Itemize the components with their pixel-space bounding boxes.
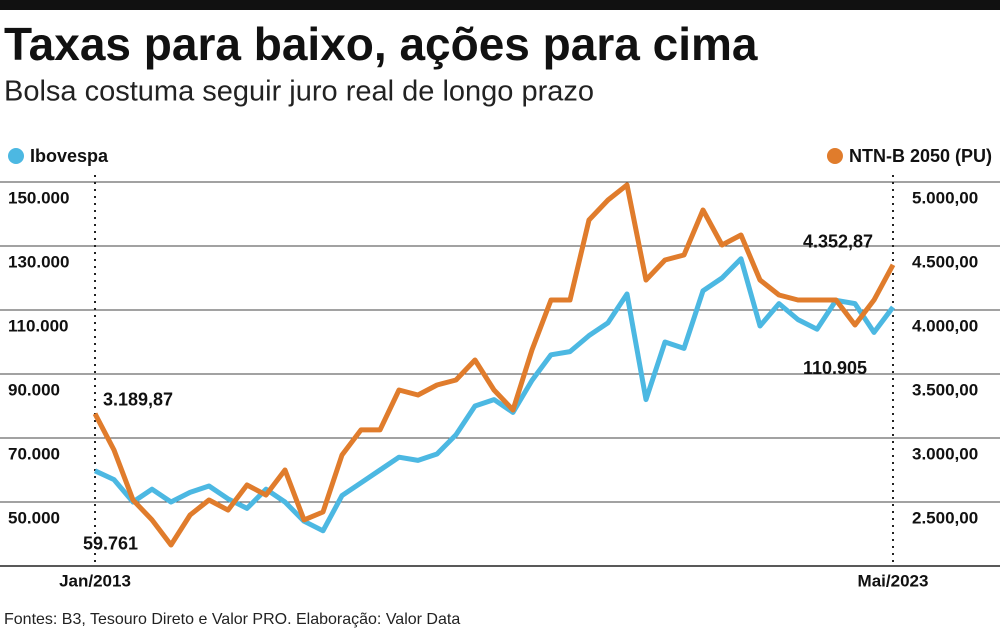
x-tick-label: Jan/2013 <box>59 571 131 590</box>
y2-tick-label: 2.500,00 <box>912 508 978 527</box>
chart-title: Taxas para baixo, ações para cima <box>4 18 758 70</box>
top-bar <box>0 0 1000 10</box>
y-tick-label: 150.000 <box>8 188 69 207</box>
legend-label: Ibovespa <box>30 146 109 166</box>
y2-tick-label: 3.500,00 <box>912 380 978 399</box>
data-label: 59.761 <box>83 534 138 554</box>
y-tick-label: 50.000 <box>8 508 60 527</box>
chart-subtitle: Bolsa costuma seguir juro real de longo … <box>4 76 594 108</box>
y2-tick-label: 5.000,00 <box>912 188 978 207</box>
y2-tick-label: 4.500,00 <box>912 252 978 271</box>
y2-tick-label: 4.000,00 <box>912 316 978 335</box>
source-note: Fontes: B3, Tesouro Direto e Valor PRO. … <box>4 611 460 628</box>
x-tick-label: Mai/2023 <box>858 571 929 590</box>
y2-tick-label: 3.000,00 <box>912 444 978 463</box>
y-tick-label: 70.000 <box>8 444 60 463</box>
y-tick-label: 130.000 <box>8 252 69 271</box>
series-line <box>92 182 896 548</box>
data-label: 110.905 <box>803 358 867 378</box>
y-tick-label: 110.000 <box>8 316 69 335</box>
y-tick-label: 90.000 <box>8 380 60 399</box>
series-line <box>93 256 895 534</box>
legend-marker <box>826 148 843 164</box>
data-label: 4.352,87 <box>803 232 873 252</box>
legend-marker <box>8 148 24 164</box>
data-label: 3.189,87 <box>103 389 173 409</box>
legend-label: NTN-B 2050 (PU) <box>849 146 992 166</box>
